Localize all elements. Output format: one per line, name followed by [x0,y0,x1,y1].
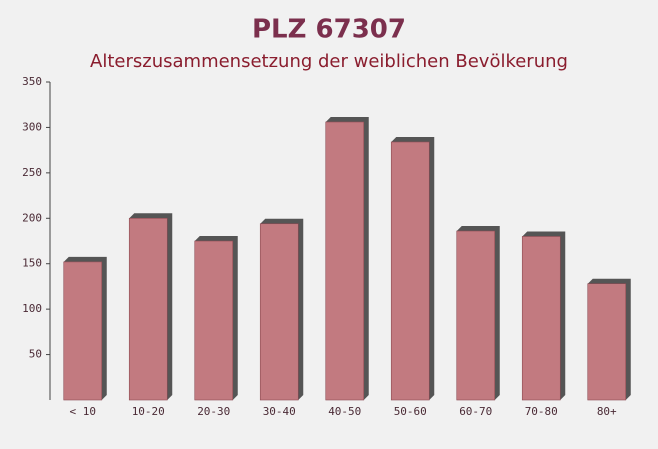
x-tick-label: 30-40 [263,405,296,418]
x-tick-label: 60-70 [459,405,492,418]
bar-shadow [391,136,435,401]
bar-shadow [456,226,500,400]
bar-shadow [129,213,173,400]
y-tick-label: 100 [22,302,42,315]
bar-shadow [522,231,566,400]
y-tick-label: 300 [22,120,42,133]
chart-subtitle: Alterszusammensetzung der weiblichen Bev… [90,51,568,72]
x-tick-label: 10-20 [132,405,165,418]
x-tick-label: 80+ [597,405,617,418]
y-tick-label: 350 [22,75,42,88]
bar-shadow [325,116,369,400]
bar [390,141,430,401]
bar-shadow [260,218,304,400]
bar [456,230,496,401]
bar [521,236,561,401]
chart-title: PLZ 67307 [252,15,406,45]
x-tick-label: < 10 [70,405,97,418]
y-tick-label: 200 [22,211,42,224]
x-tick-label: 50-60 [394,405,427,418]
bar [128,217,168,401]
bar [63,261,103,401]
bar-shadow [194,236,238,400]
y-tick-label: 250 [22,166,42,179]
bar [325,121,365,401]
bar-shadow [63,256,107,400]
y-tick-label: 150 [22,257,42,270]
x-tick-label: 40-50 [328,405,361,418]
bar [587,283,627,401]
x-tick-label: 70-80 [525,405,558,418]
y-tick-label: 50 [29,348,42,361]
bar [194,240,234,401]
bar-shadow [587,278,631,400]
bar [259,223,299,401]
x-tick-label: 20-30 [197,405,230,418]
